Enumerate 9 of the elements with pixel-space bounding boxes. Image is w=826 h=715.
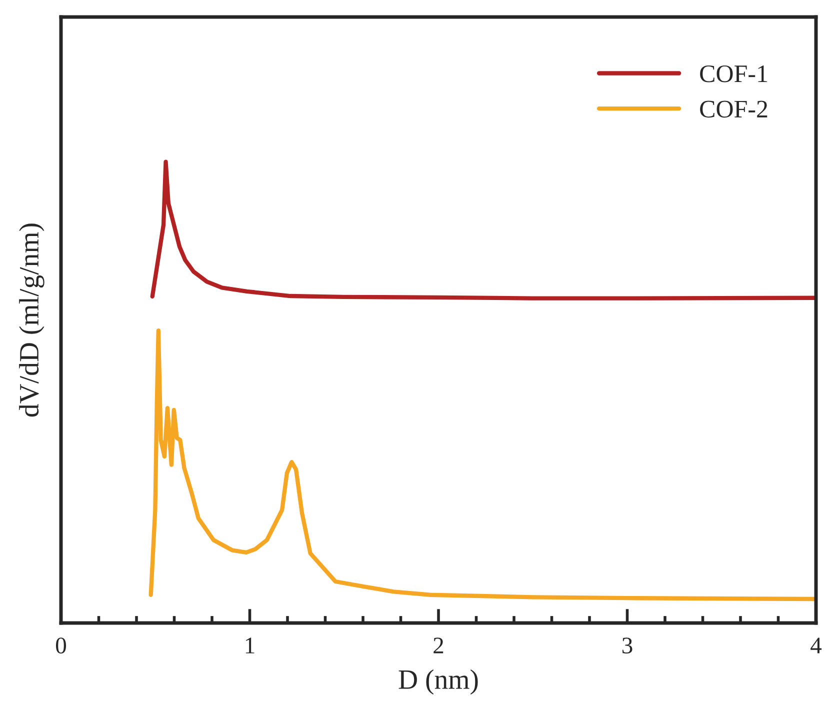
x-tick-label: 4	[810, 638, 822, 654]
legend-label: COF-1	[700, 65, 767, 82]
legend-label: COF-2	[700, 100, 768, 118]
x-tick-label: 1	[246, 638, 254, 654]
x-tick-label: 3	[622, 638, 632, 654]
x-tick-label: 2	[434, 638, 444, 654]
x-tick-label: 0	[56, 638, 66, 654]
y-axis-title: dV/dD (ml/g/nm)	[19, 224, 44, 417]
x-axis-title: D (nm)	[398, 669, 478, 695]
